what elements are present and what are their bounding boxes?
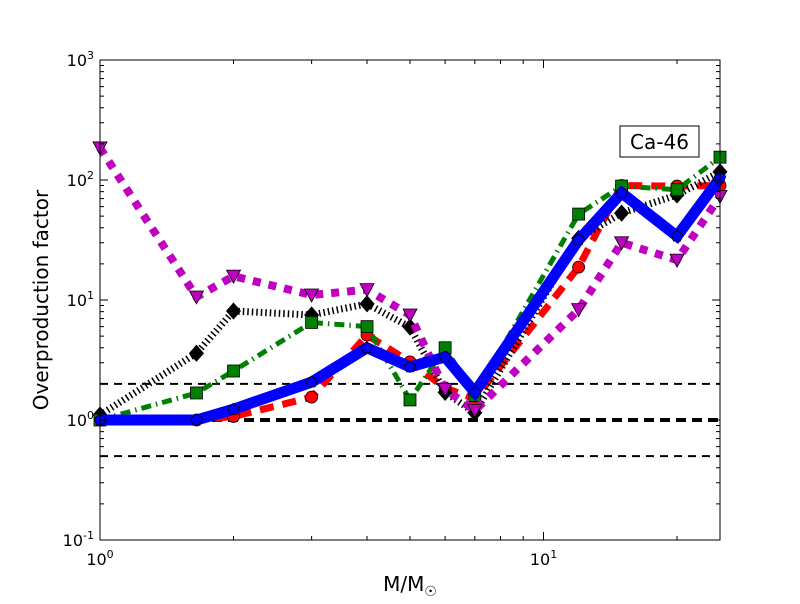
data-point-4-5 — [403, 360, 417, 373]
data-point-3-10 — [669, 253, 685, 268]
data-point-4-9 — [615, 186, 628, 199]
x-axis-label: M/M☉ — [383, 572, 437, 600]
data-point-4-8 — [572, 233, 585, 246]
data-point-2-5 — [403, 393, 417, 407]
series-line-4 — [100, 174, 725, 426]
data-point-3-6 — [437, 382, 453, 398]
data-point-4-4 — [360, 341, 374, 354]
y-tick-label-1: 100 — [67, 409, 94, 430]
data-point-2-4 — [360, 320, 374, 334]
data-point-3-2 — [225, 269, 242, 285]
annotation-label: Ca-46 — [630, 130, 689, 154]
data-point-4-3 — [305, 375, 318, 388]
y-tick-label-4: 103 — [67, 49, 94, 70]
y-tick-label-3: 102 — [67, 169, 94, 190]
data-point-3-9 — [613, 236, 630, 251]
data-point-3-8 — [570, 303, 587, 318]
data-point-1-1 — [188, 344, 204, 362]
x-tick-label-1: 101 — [530, 548, 557, 569]
series-group — [92, 141, 728, 427]
y-tick-label-2: 101 — [67, 289, 94, 310]
data-point-3-1 — [188, 290, 205, 305]
data-point-3-3 — [303, 288, 320, 303]
series-line-3 — [96, 145, 724, 416]
y-axis-label: Overproduction factor — [29, 189, 53, 410]
data-point-2-3 — [305, 316, 319, 329]
data-point-2-8 — [572, 207, 586, 221]
data-point-2-2 — [227, 364, 240, 378]
series-4 — [93, 171, 727, 426]
sun-subscript: ☉ — [424, 584, 437, 600]
data-point-4-10 — [670, 229, 684, 242]
data-point-0-3 — [305, 390, 319, 404]
data-point-4-7 — [468, 385, 481, 398]
annotation-box: Ca-46 — [619, 125, 700, 158]
y-tick-label-0: 10-1 — [63, 529, 94, 550]
data-point-3-4 — [359, 283, 375, 298]
data-point-3-5 — [402, 308, 418, 323]
data-point-1-9 — [614, 204, 630, 222]
series-0 — [93, 179, 727, 427]
data-point-3-7 — [467, 404, 483, 419]
data-point-0-8 — [572, 260, 586, 274]
data-point-2-1 — [190, 386, 203, 400]
data-point-4-1 — [190, 413, 203, 426]
data-point-1-2 — [225, 302, 242, 320]
data-point-2-10 — [670, 183, 684, 197]
data-point-4-6 — [438, 350, 452, 363]
data-point-4-2 — [227, 402, 240, 415]
x-tick-label-0: 100 — [86, 548, 113, 569]
data-point-1-4 — [359, 295, 375, 313]
